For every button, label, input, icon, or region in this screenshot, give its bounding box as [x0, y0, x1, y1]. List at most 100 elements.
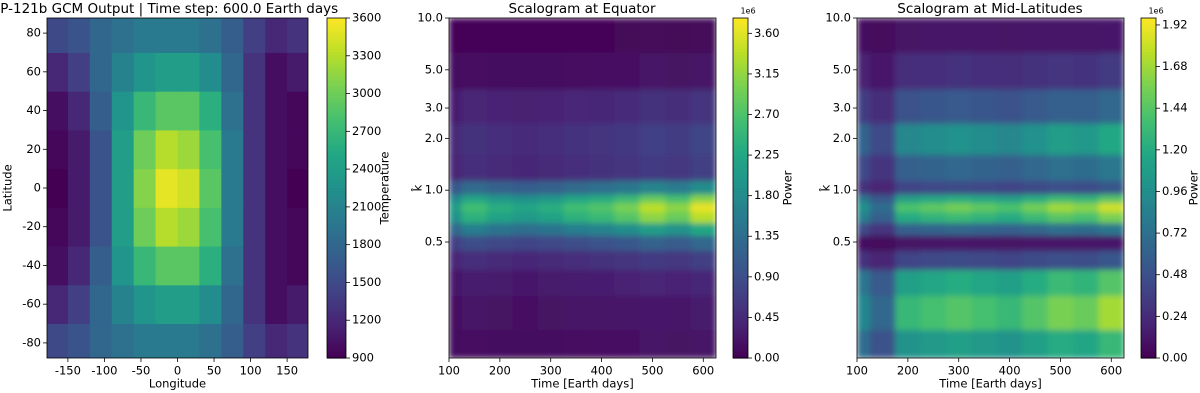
cell: [665, 154, 692, 181]
cell: [971, 235, 998, 251]
cell: [1098, 18, 1124, 53]
cell: [133, 246, 157, 286]
cell: [67, 52, 91, 92]
cell: [67, 18, 91, 53]
colorbar-tick-label: 1.68: [1162, 59, 1188, 73]
cell: [614, 180, 641, 195]
cell: [920, 202, 947, 213]
cell: [111, 284, 135, 325]
cell: [67, 207, 91, 247]
cell: [1022, 52, 1049, 90]
x-tick-label: 100: [438, 364, 460, 378]
colorbar-tick-label: 2.25: [754, 148, 780, 162]
x-tick-label: 500: [1049, 364, 1071, 378]
cell: [265, 52, 288, 92]
colorbar-tick-label: 1.44: [1162, 101, 1188, 115]
cell: [449, 329, 463, 358]
cell: [461, 211, 488, 224]
cell: [89, 246, 113, 286]
cell: [461, 52, 488, 90]
cell: [588, 194, 615, 203]
cell: [971, 194, 998, 203]
cell: [895, 295, 922, 331]
scalogram-field: [857, 18, 1124, 358]
cell: [996, 329, 1023, 358]
cell: [588, 180, 615, 195]
cell: [243, 91, 266, 131]
cell: [690, 123, 716, 155]
cell: [67, 91, 91, 131]
cell: [639, 88, 666, 124]
cell: [895, 269, 922, 296]
colorbar-tick-label: 1500: [352, 275, 381, 289]
colorbar-tick-label: 3600: [352, 11, 381, 25]
cell: [177, 323, 200, 358]
cell: [690, 295, 716, 331]
cell: [1022, 235, 1049, 251]
cell: [690, 211, 716, 224]
cell: [1047, 180, 1074, 195]
cell: [690, 18, 716, 53]
cell: [265, 91, 288, 131]
cell: [155, 284, 178, 325]
cell: [996, 52, 1023, 90]
cell: [690, 88, 716, 124]
cell: [869, 211, 896, 224]
cell: [857, 123, 871, 155]
cell: [47, 18, 69, 53]
cell: [449, 18, 463, 53]
cell: [133, 52, 157, 92]
cell: [1047, 211, 1074, 224]
cell: [1022, 211, 1049, 224]
cell: [895, 250, 922, 270]
cell: [1047, 269, 1074, 296]
x-tick-label: 500: [641, 364, 663, 378]
cell: [614, 194, 641, 203]
x-tick-label: 200: [489, 364, 511, 378]
colorbar-tick-label: 1.92: [1162, 17, 1188, 31]
chart-title: WASP-121b GCM Output | Time step: 600.0 …: [0, 1, 338, 17]
cell: [89, 18, 113, 53]
cell: [563, 154, 590, 181]
scalogram-field: [449, 18, 716, 358]
cell: [588, 123, 615, 155]
cell: [512, 18, 539, 53]
contour-field: [47, 18, 308, 358]
cell: [588, 269, 615, 296]
cell: [614, 295, 641, 331]
cell: [588, 329, 615, 358]
y-tick-label: 0.5: [833, 235, 851, 249]
cell: [639, 180, 666, 195]
cell: [971, 202, 998, 213]
cell: [221, 207, 244, 247]
cell: [920, 222, 947, 236]
cell: [1047, 250, 1074, 270]
cell: [665, 194, 692, 203]
colorbar-tick-label: 1800: [352, 237, 381, 251]
cell: [243, 323, 266, 358]
cell: [665, 52, 692, 90]
cell: [946, 180, 972, 195]
cell: [487, 52, 514, 90]
cell: [287, 168, 308, 208]
cell: [1073, 52, 1100, 90]
x-tick-label: 50: [207, 364, 222, 378]
cell: [869, 194, 896, 203]
cell: [461, 235, 488, 251]
cell: [199, 207, 222, 247]
cell: [199, 246, 222, 286]
y-axis-label: k̂: [818, 184, 832, 192]
cell: [563, 18, 590, 53]
cell: [588, 222, 615, 236]
cell: [89, 129, 113, 170]
cell: [920, 269, 947, 296]
cell: [1098, 123, 1124, 155]
cell: [512, 235, 539, 251]
cell: [946, 202, 972, 213]
cell: [639, 235, 666, 251]
cell: [946, 52, 972, 90]
cell: [920, 194, 947, 203]
cell: [639, 18, 666, 53]
cell: [155, 129, 178, 170]
cell: [1047, 123, 1074, 155]
